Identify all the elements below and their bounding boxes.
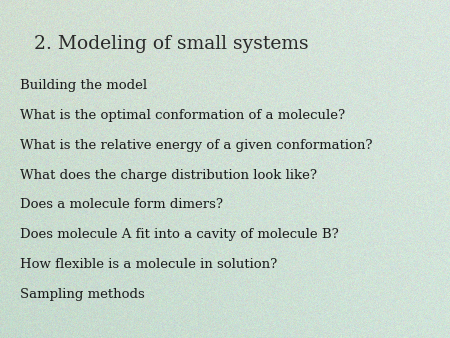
Text: Does a molecule form dimers?: Does a molecule form dimers? xyxy=(20,198,223,211)
Text: What does the charge distribution look like?: What does the charge distribution look l… xyxy=(20,169,317,182)
Text: Does molecule A fit into a cavity of molecule B?: Does molecule A fit into a cavity of mol… xyxy=(20,228,339,241)
Text: Building the model: Building the model xyxy=(20,79,148,92)
Text: Sampling methods: Sampling methods xyxy=(20,288,145,300)
Text: What is the relative energy of a given conformation?: What is the relative energy of a given c… xyxy=(20,139,373,152)
Text: What is the optimal conformation of a molecule?: What is the optimal conformation of a mo… xyxy=(20,109,346,122)
Text: How flexible is a molecule in solution?: How flexible is a molecule in solution? xyxy=(20,258,278,271)
Text: 2. Modeling of small systems: 2. Modeling of small systems xyxy=(34,35,308,53)
